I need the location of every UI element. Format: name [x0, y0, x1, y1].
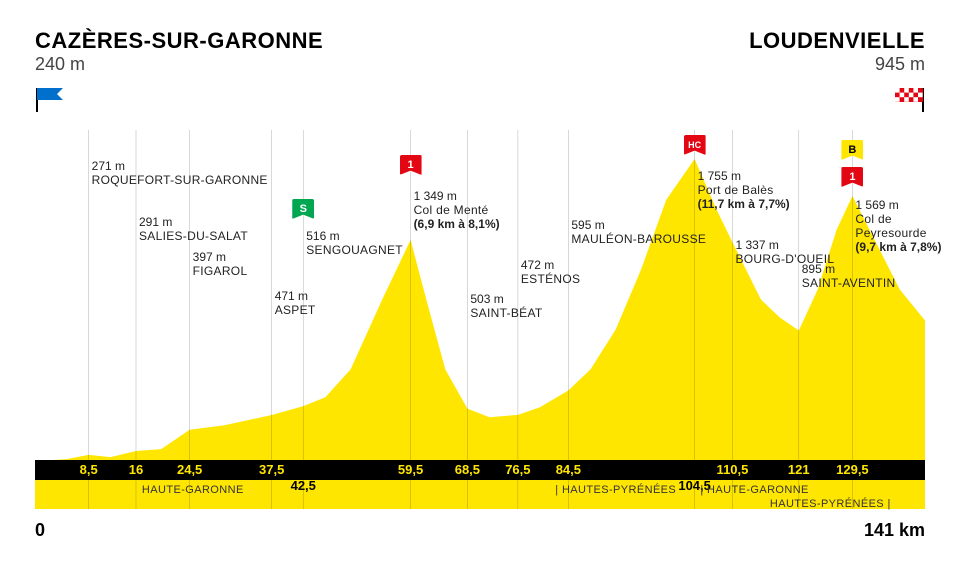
km-tick: 76,5 [505, 462, 530, 477]
start-flag-icon [35, 86, 69, 119]
poi-label: 397 mFIGAROL [193, 250, 248, 278]
poi-label: 1 755 mPort de Balès(11,7 km à 7,7%) [698, 169, 790, 211]
finish-altitude: 945 m [875, 54, 925, 75]
region-label: | HAUTE-GARONNE [700, 484, 808, 496]
start-km: 0 [35, 520, 45, 541]
poi-label: 595 mMAULÉON-BAROUSSE [571, 218, 706, 246]
poi-label: 1 569 mCol de Peyresourde(9,7 km à 7,8%) [855, 198, 960, 254]
poi-label: 471 mASPET [275, 289, 316, 317]
km-tick: 37,5 [259, 462, 284, 477]
km-tick: 84,5 [556, 462, 581, 477]
km-tick: 121 [788, 462, 810, 477]
start-city: CAZÈRES-SUR-GARONNE [35, 28, 323, 54]
finish-city: LOUDENVIELLE [749, 28, 925, 54]
km-tick: 8,5 [80, 462, 98, 477]
stage-profile: CAZÈRES-SUR-GARONNE 240 m LOUDENVIELLE 9… [0, 0, 960, 579]
km-tick: 129,5 [836, 462, 869, 477]
poi-label: 895 mSAINT-AVENTIN [802, 262, 896, 290]
km-tick: 16 [129, 462, 143, 477]
region-label: HAUTE-GARONNE [142, 484, 244, 496]
km-tick: 42,5 [291, 478, 316, 493]
end-km: 141 km [864, 520, 925, 541]
start-altitude: 240 m [35, 54, 85, 75]
poi-label: 516 mSENGOUAGNET [306, 229, 403, 257]
finish-flag-icon [891, 86, 925, 119]
km-tick: 24,5 [177, 462, 202, 477]
km-tick: 59,5 [398, 462, 423, 477]
poi-label: 291 mSALIES-DU-SALAT [139, 215, 248, 243]
poi-label: 472 mESTÉNOS [521, 258, 580, 286]
poi-label: 271 mROQUEFORT-SUR-GARONNE [92, 159, 268, 187]
km-tick: 110,5 [717, 462, 749, 477]
poi-label: 1 349 mCol de Menté(6,9 km à 8,1%) [414, 189, 500, 231]
region-label: | HAUTES-PYRÉNÉES [555, 484, 676, 496]
region-label: HAUTES-PYRÉNÉES | [770, 498, 891, 510]
distance-band: 8,51624,537,542,559,568,576,584,5104,511… [35, 460, 925, 480]
poi-label: 503 mSAINT-BÉAT [470, 292, 542, 320]
km-tick: 68,5 [455, 462, 480, 477]
